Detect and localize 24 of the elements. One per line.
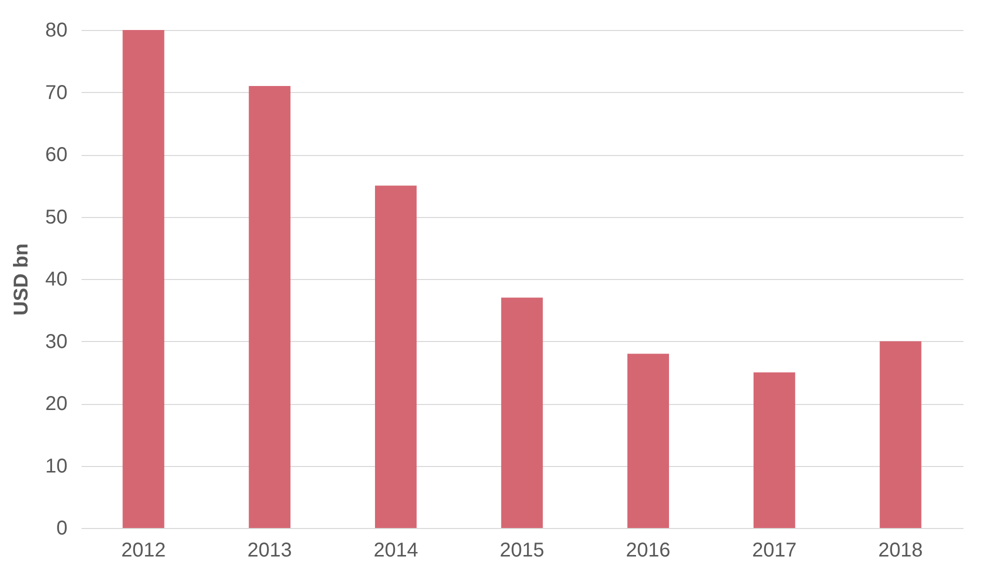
bar — [627, 354, 669, 528]
y-tick-label: 80 — [45, 20, 68, 42]
bar — [501, 298, 543, 528]
bar — [375, 186, 417, 528]
x-tick-label: 2012 — [121, 540, 166, 562]
bar — [880, 341, 922, 528]
x-tick-label: 2015 — [500, 540, 544, 562]
x-tick-label: 2018 — [878, 540, 923, 562]
y-tick-label: 20 — [45, 393, 68, 415]
y-axis-title: USD bn — [10, 243, 32, 316]
y-tick-label: 70 — [45, 82, 68, 104]
y-tick-label: 30 — [45, 330, 68, 353]
x-tick-label: 2013 — [247, 540, 292, 562]
y-tick-label: 50 — [45, 206, 68, 228]
x-tick-label: 2017 — [752, 540, 797, 562]
y-tick-label: 60 — [45, 144, 68, 166]
bar — [754, 372, 796, 528]
x-tick-label: 2014 — [374, 540, 418, 562]
bar — [248, 86, 290, 528]
y-tick-label: 10 — [45, 455, 68, 478]
y-tick-label: 40 — [45, 268, 68, 290]
bar — [122, 30, 164, 528]
x-tick-label: 2016 — [626, 540, 670, 562]
y-tick-label: 0 — [56, 518, 68, 540]
